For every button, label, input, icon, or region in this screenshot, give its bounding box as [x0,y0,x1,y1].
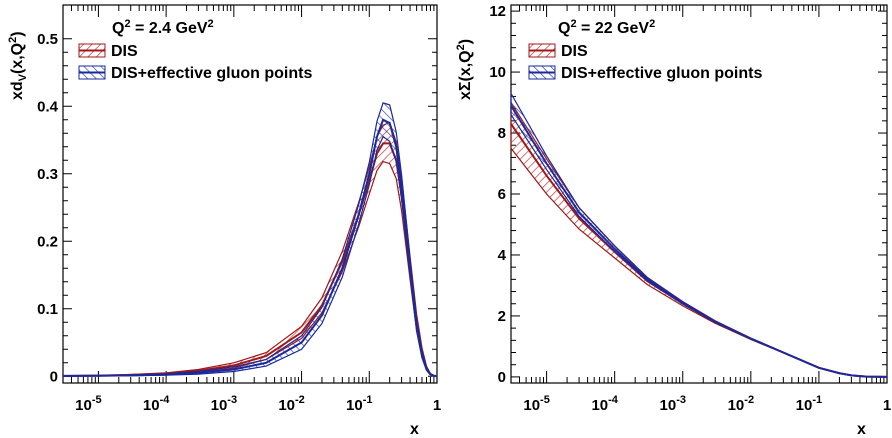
right-ytick-label: 10 [489,64,506,81]
right-y-ticks: 0 2 4 6 8 10 12 [489,3,887,386]
left-xtick-label: 10-1 [346,394,372,414]
right-legend-gluon-label: DIS+effective gluon points [561,65,762,82]
left-central-line-dis [62,142,438,378]
right-xtick-label: 10-1 [796,394,822,414]
left-x-axis-title: x [410,421,419,438]
left-ytick-label: 0 [50,368,58,385]
right-xtick-label-one: 1 [883,397,891,414]
right-ytick-label: 4 [498,247,507,264]
left-ytick-label: 0.2 [37,233,58,250]
right-panel: 0 2 4 6 8 10 12 10-5 10-4 10-3 10-2 10-1 1 xΣ(x,Q2)… [455,3,891,438]
right-x-axis-title: x [857,421,866,438]
right-ytick-label: 0 [498,369,506,386]
left-xtick-label-one: 1 [433,397,441,414]
right-ytick-label: 12 [489,3,506,20]
left-legend: DIS DIS+effective gluon points [78,43,312,82]
right-legend-dis-marker [528,43,556,58]
right-ytick-label: 6 [498,186,506,203]
right-legend: DIS DIS+effective gluon points [528,43,762,82]
right-ytick-label: 8 [498,125,506,142]
right-xtick-label: 10-4 [591,394,618,414]
right-xtick-label: 10-2 [728,394,754,414]
left-legend-gluon-marker [78,65,106,80]
left-legend-gluon-label: DIS+effective gluon points [111,65,312,82]
left-bands [62,102,438,378]
left-central-line-gluon [62,118,438,378]
left-xtick-label: 10-2 [278,394,304,414]
left-ytick-label: 0.1 [37,301,58,318]
left-legend-dis-label: DIS [111,43,138,60]
left-band-dis [62,121,438,377]
right-central-line-gluon [510,105,888,378]
left-plot-frame [62,4,438,384]
right-bands [510,91,888,378]
right-q2-annotation: Q2 = 22 GeV2 [558,18,655,37]
right-band-dis [510,100,888,378]
left-xtick-label: 10-5 [75,394,101,414]
right-y-axis-title: xΣ(x,Q2) [455,39,474,100]
right-band-gluon [510,91,888,378]
right-legend-gluon-marker [528,65,556,80]
left-y-ticks: 0 0.1 0.2 0.3 0.4 0.5 [37,31,437,385]
left-ytick-label: 0.4 [37,98,59,115]
left-y-axis-title: xdV(x,Q2) [7,31,29,100]
right-legend-dis-label: DIS [561,43,588,60]
left-ytick-label: 0.5 [37,31,58,48]
right-central-line-dis [510,123,888,378]
left-legend-dis-marker [78,43,106,58]
left-x-ticks: 10-5 10-4 10-3 10-2 10-1 1 [62,5,441,414]
left-q2-annotation: Q2 = 2.4 GeV2 [112,18,214,37]
right-x-ticks: 10-5 10-4 10-3 10-2 10-1 1 [510,5,891,414]
right-xtick-label: 10-5 [523,394,549,414]
right-ytick-label: 2 [498,308,506,325]
left-ytick-label: 0.3 [37,166,58,183]
left-panel: 0 0.1 0.2 0.3 0.4 0.5 10-5 10-4 10-3 10-2 10-1 1 x… [7,4,441,438]
right-xtick-label: 10-3 [660,394,686,414]
left-xtick-label: 10-3 [211,394,237,414]
left-xtick-label: 10-4 [143,394,170,414]
